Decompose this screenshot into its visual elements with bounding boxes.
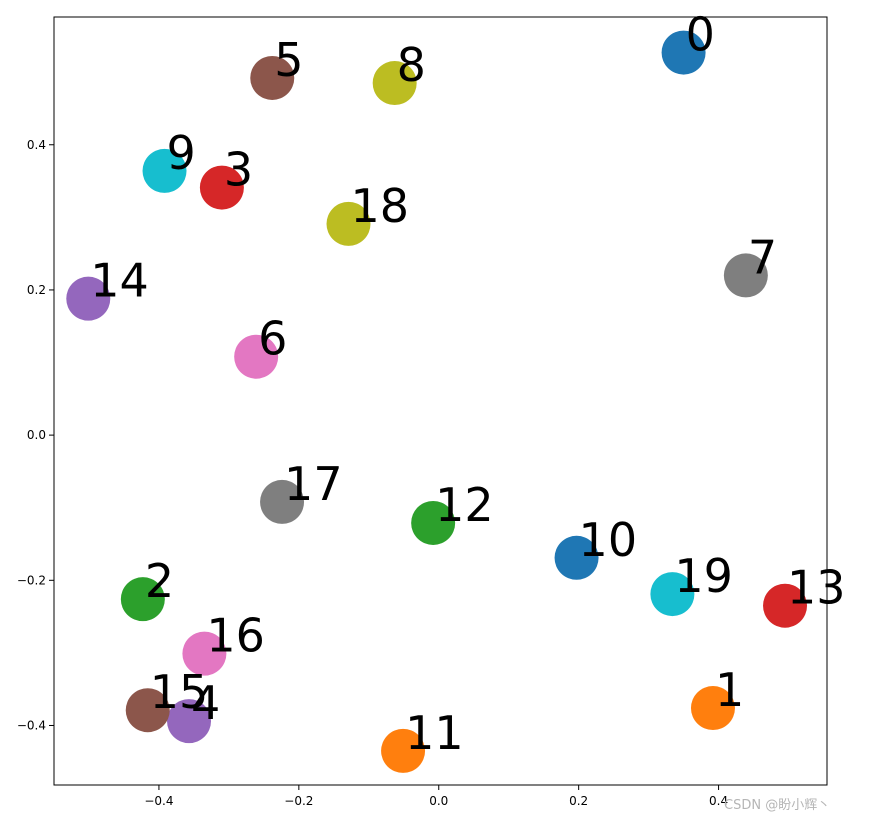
y-tick-label: 0.2	[27, 283, 46, 297]
scatter-point-6	[234, 334, 279, 379]
scatter-point-11	[381, 728, 426, 773]
point-label-9: 9	[167, 126, 196, 180]
point-label-2: 2	[145, 554, 174, 608]
y-tick-label: −0.4	[17, 718, 46, 732]
watermark-text: CSDN @盼小辉丶	[724, 798, 830, 813]
point-label-7: 7	[748, 230, 777, 284]
point-label-1: 1	[715, 663, 744, 717]
scatter-point-18	[326, 201, 371, 246]
scatter-point-19	[650, 572, 695, 617]
plot-frame	[53, 16, 828, 786]
scatter-point-15	[125, 688, 170, 733]
y-tick-label: 0.4	[27, 138, 46, 152]
x-tick-label: −0.2	[284, 794, 313, 808]
y-axis: −0.4 −0.2 0.0 0.2 0.4	[17, 138, 54, 732]
scatter-point-13	[763, 583, 808, 628]
scatter-point-4	[167, 699, 212, 744]
y-tick-label: 0.0	[27, 428, 46, 442]
scatter-point-8	[372, 61, 417, 106]
point-label-8: 8	[397, 38, 426, 92]
point-label-4: 4	[191, 676, 220, 730]
scatter-point-0	[661, 30, 706, 75]
point-label-17: 17	[284, 457, 343, 511]
x-tick-label: 0.0	[429, 794, 448, 808]
point-label-14: 14	[90, 254, 149, 308]
scatter-point-17	[260, 479, 305, 524]
point-label-6: 6	[258, 312, 287, 366]
y-tick-label: −0.2	[17, 573, 46, 587]
point-label-19: 19	[674, 549, 733, 603]
point-label-10: 10	[579, 513, 638, 567]
point-label-13: 13	[787, 561, 846, 615]
scatter-point-5	[250, 55, 295, 100]
x-axis: −0.4 −0.2 0.0 0.2 0.4	[144, 785, 728, 808]
scatter-point-10	[554, 535, 599, 580]
scatter-point-2	[120, 577, 165, 622]
scatter-point-1	[690, 686, 735, 731]
scatter-point-16	[182, 631, 227, 676]
point-label-12: 12	[435, 478, 494, 532]
point-label-0: 0	[686, 8, 715, 62]
point-label-5: 5	[274, 33, 303, 87]
scatter-point-9	[142, 148, 187, 193]
point-label-18: 18	[351, 179, 410, 233]
point-label-3: 3	[224, 143, 253, 197]
x-tick-label: 0.4	[709, 794, 728, 808]
scatter-point-14	[66, 276, 111, 321]
point-label-11: 11	[405, 706, 464, 760]
scatter-point-3	[199, 165, 244, 210]
x-tick-label: −0.4	[144, 794, 173, 808]
x-tick-label: 0.2	[569, 794, 588, 808]
scatter-point-7	[723, 253, 768, 298]
point-label-15: 15	[150, 665, 209, 719]
point-label-16: 16	[206, 609, 265, 663]
scatter-point-12	[411, 500, 456, 545]
